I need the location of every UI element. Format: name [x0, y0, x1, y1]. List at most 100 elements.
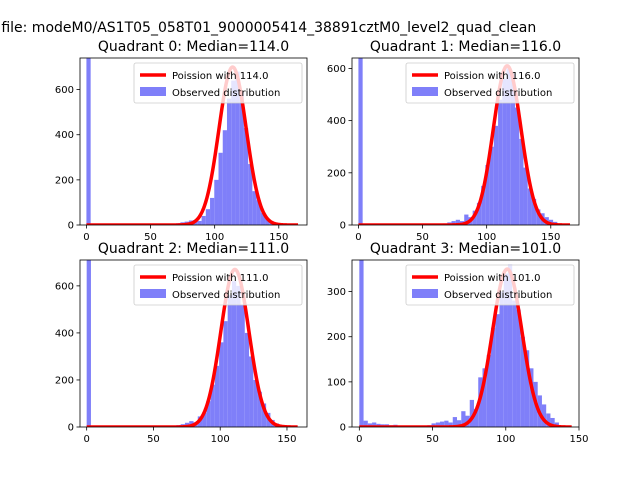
histogram-bar [546, 413, 551, 427]
subplot-0: 0 50 100 150 0 200 400 600 Quadrant 0: Median=11… [55, 39, 308, 243]
histogram-bar [523, 167, 528, 225]
histogram-bar [495, 314, 500, 427]
subplot-title: Quadrant 0: Median=114.0 [98, 39, 289, 55]
histogram [86, 260, 288, 427]
histogram-bar [482, 368, 487, 427]
histogram-bar [516, 309, 521, 427]
histogram-bar [515, 107, 520, 225]
histogram-bar [464, 214, 469, 225]
histogram-bar [451, 221, 456, 225]
histogram [358, 58, 562, 225]
histogram-bar [214, 365, 220, 427]
histogram-bar [227, 295, 232, 427]
histogram-bar [257, 391, 262, 427]
histogram-bar [359, 260, 364, 427]
y-tick-label: 400 [55, 130, 74, 141]
histogram-bar [372, 422, 377, 427]
histogram-bar [493, 125, 499, 225]
histogram-bar [222, 130, 227, 225]
histogram-bar [219, 342, 224, 427]
subplot-title: Quadrant 1: Median=116.0 [370, 39, 561, 55]
histogram-bar [520, 336, 525, 427]
histogram-bar [201, 215, 206, 225]
histogram-bar [253, 379, 258, 427]
poisson-curve [358, 267, 573, 427]
legend-box [405, 264, 575, 306]
legend: Poission with 116.0 Observed distribution [405, 62, 575, 104]
histogram-bar [367, 423, 373, 427]
x-tick-label: 0 [83, 232, 89, 243]
histogram-bar [358, 58, 363, 225]
y-tick-label: 400 [327, 116, 346, 127]
histogram-bar [231, 281, 237, 427]
legend-patch-swatch [140, 289, 166, 298]
x-tick-label: 100 [205, 232, 224, 243]
y-tick-label: 400 [55, 328, 74, 339]
legend-label-poisson: Poission with 114.0 [172, 71, 268, 82]
x-tick-label: 50 [416, 232, 429, 243]
legend-label-poisson: Poission with 111.0 [172, 273, 268, 284]
legend-label-poisson: Poission with 101.0 [444, 273, 540, 284]
histogram-bar [363, 420, 368, 427]
histogram-bar [473, 408, 479, 427]
legend-label-observed: Observed distribution [444, 88, 552, 99]
histogram [86, 58, 282, 225]
y-tick-label: 200 [327, 168, 346, 179]
x-tick-label: 0 [83, 434, 89, 445]
histogram-bar [240, 304, 245, 427]
histogram-bar [506, 68, 511, 225]
legend-label-poisson: Poission with 116.0 [444, 71, 540, 82]
subplot-3: 0 50 100 150 0 100 200 300 Quadrant 3: Median=10… [327, 241, 589, 445]
y-tick-label: 0 [340, 423, 346, 434]
histogram-bar [243, 127, 249, 225]
y-tick-label: 600 [55, 85, 74, 96]
histogram-bar [502, 78, 507, 225]
histogram-bar [531, 198, 537, 225]
legend: Poission with 114.0 Observed distribution [133, 62, 303, 104]
legend-label-observed: Observed distribution [172, 88, 280, 99]
histogram-bar [440, 421, 445, 427]
histogram-bar [498, 99, 503, 225]
x-tick-label: 50 [147, 434, 160, 445]
x-tick-label: 100 [496, 434, 515, 445]
legend-box [133, 264, 303, 306]
subplot-2: 0 50 100 150 0 200 400 600 Quadrant 2: Median=11… [55, 241, 308, 445]
histogram-bar [86, 260, 91, 427]
histogram-bar [210, 197, 215, 225]
histogram-bar [248, 164, 253, 225]
histogram-bar [550, 417, 555, 427]
histogram-bar [231, 80, 236, 225]
histogram-bar [507, 264, 513, 427]
histogram-bar [489, 146, 494, 225]
histogram-bar [244, 332, 250, 427]
histogram-bar [197, 220, 202, 225]
x-tick-label: 50 [144, 232, 157, 243]
subplot-title: Quadrant 3: Median=101.0 [370, 241, 561, 257]
histogram-bar [519, 138, 524, 225]
subplot-title: Quadrant 2: Median=111.0 [98, 241, 289, 257]
x-tick-label: 150 [269, 232, 288, 243]
histogram-bar [261, 403, 267, 427]
x-tick-label: 150 [569, 434, 588, 445]
histogram-bar [510, 73, 516, 225]
histogram-bar [469, 399, 474, 427]
histogram-bar [490, 327, 496, 427]
histogram-bar [455, 219, 460, 225]
legend: Poission with 111.0 Observed distribution [133, 264, 303, 306]
histogram-bar [249, 356, 254, 427]
x-tick-label: 0 [355, 232, 361, 243]
axes-frame [351, 259, 580, 428]
histogram-bar [223, 321, 228, 427]
histogram-bar [499, 291, 504, 427]
legend-patch-swatch [412, 87, 438, 96]
histogram-bar [524, 350, 530, 427]
legend: Poission with 101.0 Observed distribution [405, 264, 575, 306]
y-tick-label: 600 [327, 64, 346, 75]
histogram-bar [218, 152, 223, 225]
histogram-bar [214, 179, 219, 225]
x-tick-label: 50 [426, 434, 439, 445]
histogram-bar [260, 212, 266, 225]
histogram-bar [527, 188, 532, 225]
y-tick-label: 200 [55, 375, 74, 386]
legend-label-observed: Observed distribution [444, 290, 552, 301]
